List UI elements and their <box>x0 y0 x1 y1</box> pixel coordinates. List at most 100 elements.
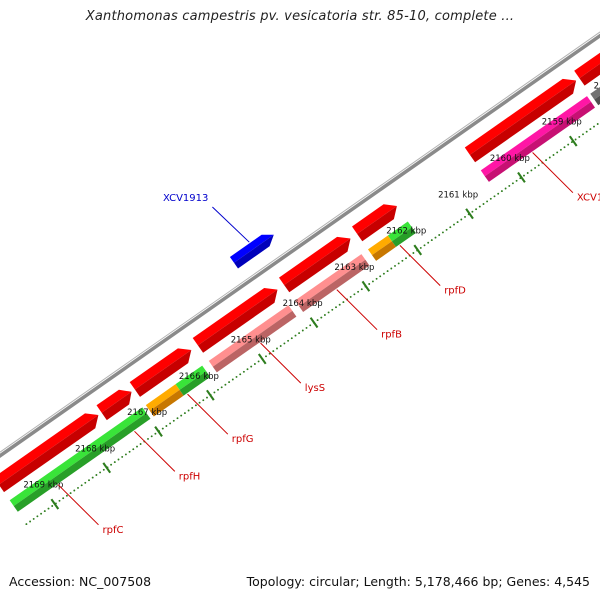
cds-feature-bottom <box>101 391 132 421</box>
axis-dot <box>478 205 481 208</box>
axis-dot <box>132 448 135 451</box>
tick-label: 2162 kbp <box>386 227 426 237</box>
axis-dot <box>379 275 382 278</box>
axis-dot <box>360 288 363 291</box>
backbone-highlight-line <box>0 31 600 453</box>
axis-dot <box>305 326 308 329</box>
axis-dot <box>382 272 385 275</box>
cds-feature-bottom <box>0 415 99 493</box>
axis-dot <box>497 192 500 195</box>
axis-dot <box>51 505 54 507</box>
highlight-feature-bottom <box>234 234 274 269</box>
categories-feature-top <box>590 87 600 100</box>
leader-line <box>57 484 99 526</box>
categories-feature-top <box>145 384 180 411</box>
categories-feature-top <box>387 221 412 242</box>
gene-label-rpfc: rpfC <box>103 525 124 536</box>
axis-dot <box>202 399 205 402</box>
categories-feature-bottom <box>372 241 396 261</box>
cds-feature-top <box>0 413 99 484</box>
gene-label-rpfh: rpfH <box>179 471 201 482</box>
axis-dot <box>567 143 570 146</box>
major-tick <box>102 462 112 474</box>
axis-dot <box>515 179 518 182</box>
axis-dot <box>475 208 478 211</box>
axis-dot <box>423 244 426 247</box>
axis-dot <box>397 262 400 265</box>
tick-label: 2158 kbp <box>594 81 600 91</box>
axis-dot <box>220 386 223 389</box>
tick-label: 2166 kbp <box>179 372 219 382</box>
categories-feature-xcv1912 <box>480 96 595 182</box>
cds-feature-rpfb <box>279 236 351 293</box>
axis-dot <box>593 125 595 128</box>
axis-dot <box>265 355 267 358</box>
categories-feature-bottom <box>179 371 211 396</box>
categories-feature-rpfg-b <box>175 365 211 396</box>
major-tick <box>361 280 371 292</box>
tick-label: 2159 kbp <box>542 118 582 128</box>
axis-dot <box>353 293 356 296</box>
cds-feature-bottom <box>284 238 351 293</box>
cds-feature-bottom <box>357 206 397 242</box>
categories-feature-top <box>480 96 591 177</box>
major-tick <box>568 135 578 147</box>
axis-dot <box>102 468 105 471</box>
axis-dot <box>371 280 374 283</box>
axis-dot <box>323 314 326 316</box>
feature-labels: XCV1913XCV1912rpfErpfDrpfBlysSrpfGrpfHrp… <box>57 152 600 536</box>
axis-dot <box>136 445 138 448</box>
categories-feature-bottom <box>13 413 151 512</box>
axis-dot <box>523 174 525 177</box>
axis-dot <box>128 450 131 453</box>
axis-dot <box>47 507 50 510</box>
axis-dot <box>147 437 149 440</box>
axis-dot <box>493 195 496 198</box>
axis-dot <box>401 259 404 262</box>
axis-dot <box>198 401 201 404</box>
categories-feature-rpfd-a <box>368 235 396 261</box>
leader-line <box>260 342 302 384</box>
axis-dot <box>556 151 559 154</box>
axis-dot <box>95 474 98 476</box>
axis-dot <box>180 414 183 417</box>
axis-dot <box>574 138 577 141</box>
axis-dot <box>272 350 275 353</box>
axis-dot <box>585 130 588 133</box>
cds-feature-top <box>129 348 192 390</box>
categories-feature-top <box>208 305 293 367</box>
cds-feature-top <box>574 52 600 79</box>
axis-dot <box>69 492 72 495</box>
axis-dot <box>545 159 548 162</box>
axis-dot <box>438 234 441 236</box>
axis-dot <box>172 419 175 422</box>
axis-dot <box>279 345 282 347</box>
axis-dot <box>217 388 219 391</box>
axis-dot <box>563 146 566 149</box>
cds-feature-top <box>352 204 397 234</box>
gene-label-rpfb: rpfB <box>381 330 402 341</box>
accession-text: Accession: NC_007508 <box>9 574 152 589</box>
axis-dot <box>419 246 422 249</box>
cds-feature-top <box>192 288 278 346</box>
categories-feature-rpfg-a <box>145 384 184 417</box>
axis-dot <box>29 520 32 523</box>
leader-line <box>336 289 378 331</box>
categories-feature-top <box>368 235 392 256</box>
axis-dot <box>213 391 216 394</box>
axis-dot <box>537 164 540 167</box>
axis-dot <box>489 197 492 200</box>
genome-backbone <box>0 31 600 458</box>
axis-dot <box>394 264 396 267</box>
axis-dot <box>246 368 249 371</box>
axis-dot <box>338 303 341 306</box>
leader-line <box>212 206 250 243</box>
axis-dot <box>36 515 39 518</box>
cds-feature-bottom <box>197 289 278 353</box>
axis-dot <box>231 378 234 381</box>
categories-feature-bottom <box>484 101 595 182</box>
axis-dot <box>206 396 208 399</box>
axis-dot <box>187 409 190 412</box>
categories-feature-bottom <box>391 227 416 247</box>
